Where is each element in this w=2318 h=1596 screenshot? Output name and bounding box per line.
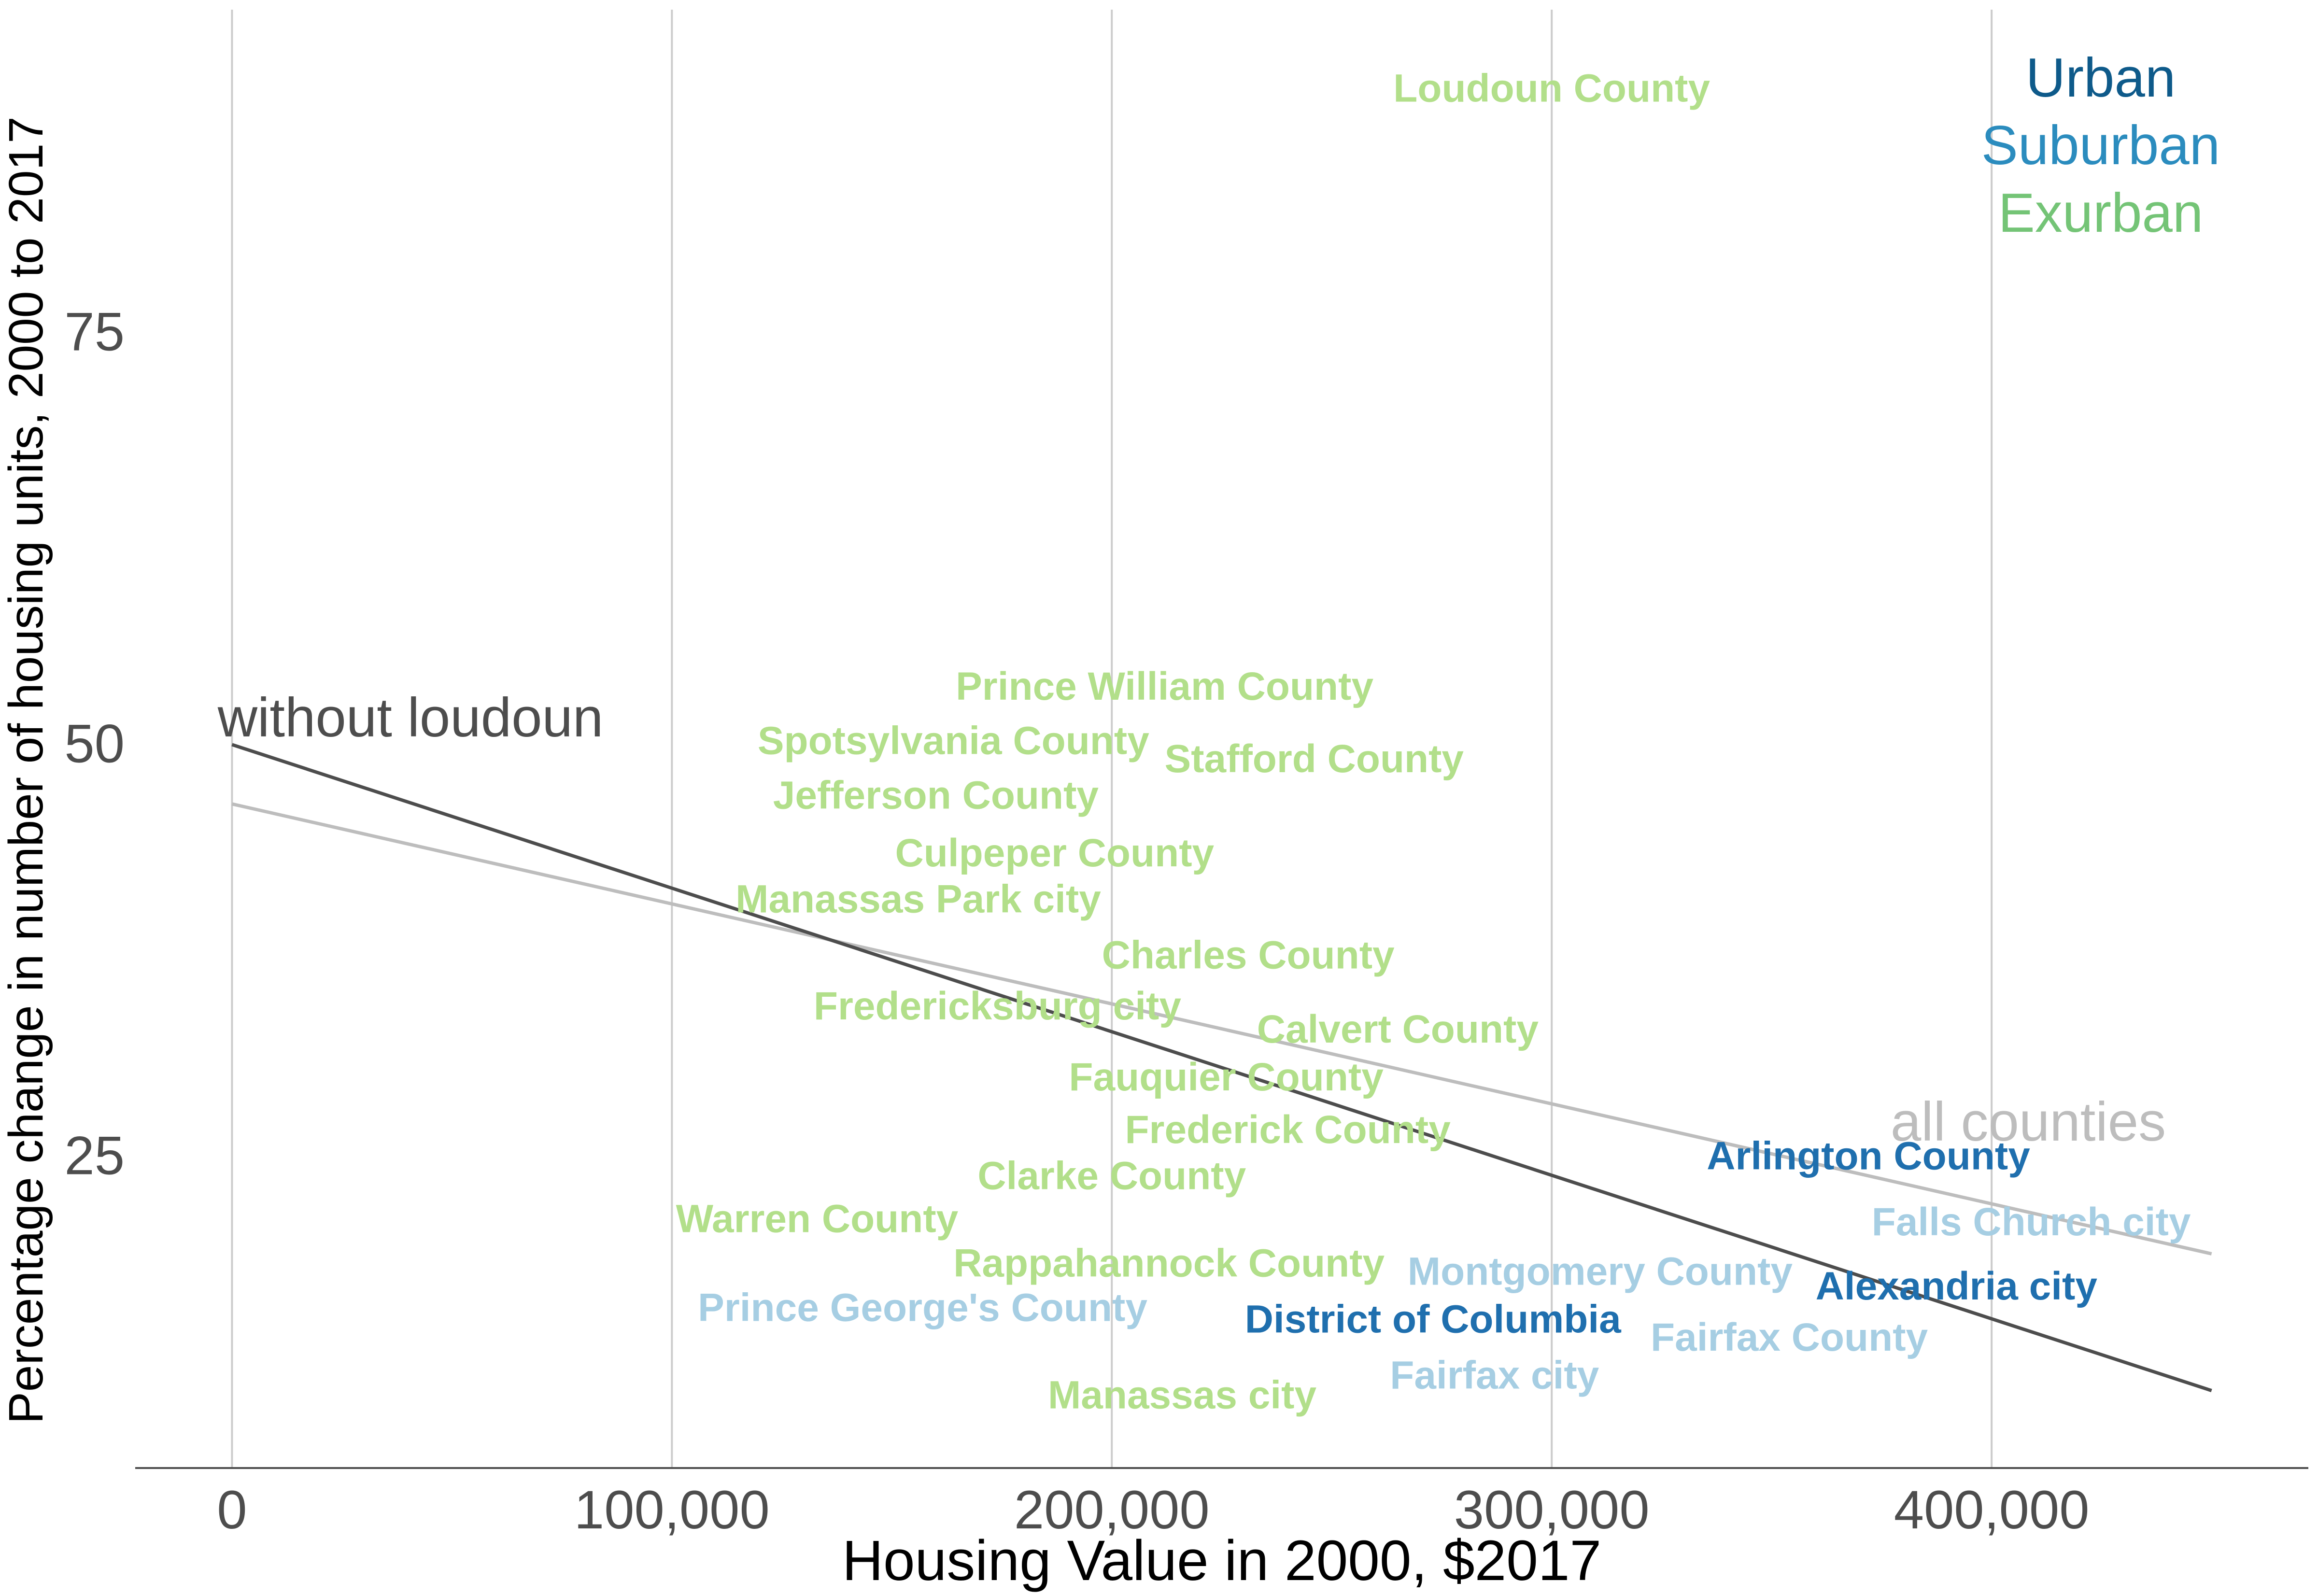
point-label: Fauquier County bbox=[1069, 1055, 1384, 1099]
point-label: Arlington County bbox=[1707, 1134, 2030, 1178]
point-label: Calvert County bbox=[1257, 1007, 1539, 1051]
y-axis-title: Percentage change in number of housing u… bbox=[0, 116, 53, 1424]
point-label: District of Columbia bbox=[1245, 1297, 1622, 1341]
point-label: Charles County bbox=[1102, 933, 1395, 977]
x-tick-label: 300,000 bbox=[1454, 1480, 1650, 1540]
point-label: Manassas city bbox=[1048, 1373, 1316, 1417]
point-label: Spotsylvania County bbox=[758, 719, 1149, 763]
y-tick-label: 25 bbox=[64, 1126, 125, 1186]
point-label: Clarke County bbox=[977, 1154, 1246, 1198]
point-label: Frederick County bbox=[1125, 1108, 1451, 1152]
y-tick-label: 50 bbox=[64, 714, 125, 774]
x-axis-title: Housing Value in 2000, $2017 bbox=[842, 1529, 1601, 1593]
trend-label-without-loudoun: without loudoun bbox=[217, 687, 604, 749]
point-label: Warren County bbox=[676, 1197, 959, 1241]
axis-layer: 0 100,000 200,000 300,000 400,000 25 50 75 bbox=[64, 301, 2308, 1540]
trend-line-all-counties bbox=[231, 802, 2212, 1256]
x-tick-label: 200,000 bbox=[1014, 1480, 1210, 1540]
point-label: Alexandria city bbox=[1816, 1264, 2098, 1308]
x-tick-label: 0 bbox=[217, 1480, 247, 1540]
point-label: Prince George's County bbox=[698, 1286, 1147, 1330]
point-label: Falls Church city bbox=[1872, 1200, 2191, 1244]
point-label: Jefferson County bbox=[773, 773, 1099, 817]
point-label: Fairfax city bbox=[1390, 1353, 1599, 1397]
trend-label-all-counties: all counties bbox=[1891, 1091, 2166, 1153]
x-tick-label: 400,000 bbox=[1894, 1480, 2090, 1540]
point-label: Montgomery County bbox=[1408, 1250, 1793, 1294]
grid-layer bbox=[231, 10, 1993, 1468]
trend-line-without-loudoun bbox=[231, 743, 2212, 1392]
y-tick-label: 75 bbox=[64, 301, 125, 362]
legend-entry-suburban: Suburban bbox=[1981, 115, 2220, 176]
point-label: Rappahannock County bbox=[953, 1241, 1385, 1285]
point-label: Prince William County bbox=[956, 664, 1373, 708]
legend-entry-exurban: Exurban bbox=[1998, 183, 2204, 244]
point-label: Loudoun County bbox=[1393, 66, 1710, 110]
point-label: Manassas Park city bbox=[735, 877, 1101, 921]
point-label: Culpeper County bbox=[895, 831, 1215, 875]
point-label: Fairfax County bbox=[1651, 1315, 1928, 1359]
point-labels: Loudoun County Prince William County Spots… bbox=[676, 66, 2191, 1417]
x-tick-label: 100,000 bbox=[574, 1480, 770, 1540]
legend-entry-urban: Urban bbox=[2026, 47, 2176, 109]
trend-lines: without loudoun all counties bbox=[217, 687, 2212, 1392]
point-label: Fredericksburg city bbox=[814, 984, 1181, 1028]
point-label: Stafford County bbox=[1165, 737, 1464, 781]
